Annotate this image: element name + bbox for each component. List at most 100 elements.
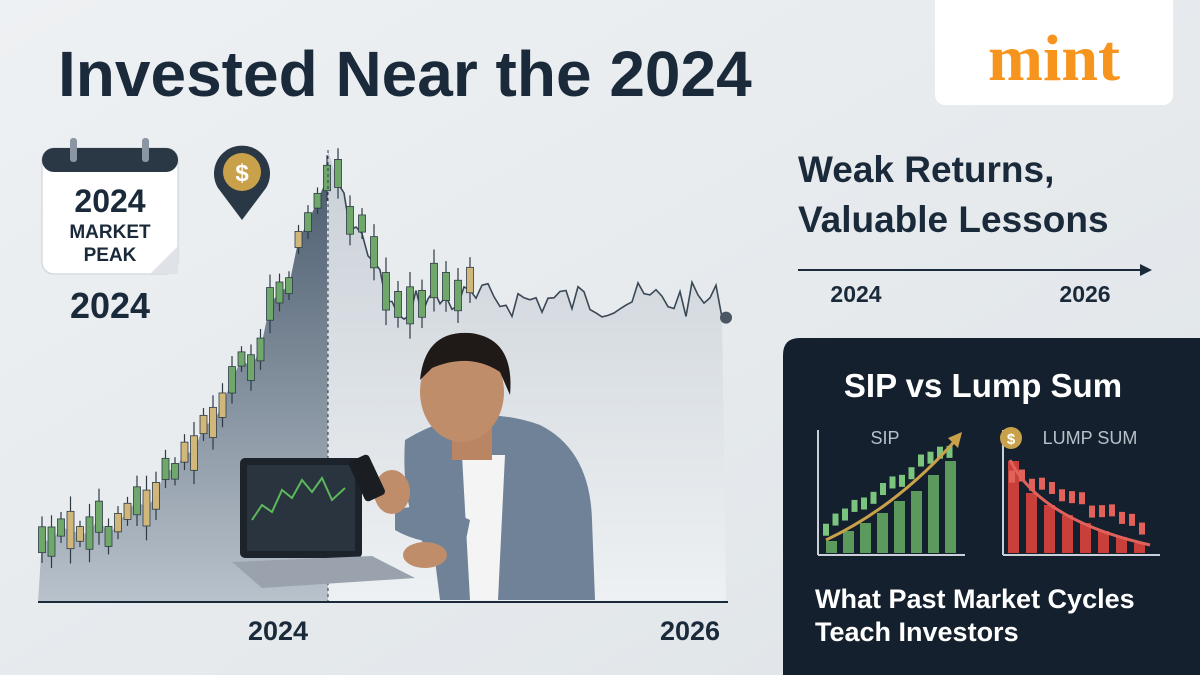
timeline-label: 2026 (1059, 281, 1110, 307)
lump-candle (1119, 511, 1125, 524)
sip-candle (823, 523, 829, 536)
candle (370, 236, 378, 269)
candle (294, 230, 303, 248)
candle (218, 392, 227, 418)
candle (466, 266, 474, 294)
logo: mint (988, 22, 1120, 95)
subhead: Valuable Lessons (798, 199, 1109, 240)
candle (304, 212, 312, 232)
candle (133, 486, 141, 516)
mini-label: SIP (870, 428, 899, 448)
candle (228, 366, 236, 394)
panel (783, 338, 1200, 675)
end-dot (720, 311, 732, 324)
candle (199, 414, 208, 435)
sip-candle (861, 497, 867, 510)
calendar-text: PEAK (84, 245, 137, 266)
lump-candle (1029, 478, 1035, 491)
candle (418, 289, 426, 318)
coin (1000, 427, 1022, 449)
sip-candle (851, 499, 858, 512)
candle (180, 441, 189, 463)
candle (247, 354, 255, 381)
candle (237, 351, 246, 367)
panel-title: SIP vs Lump Sum (844, 367, 1122, 404)
coin-symbol: $ (235, 160, 249, 187)
sip-arrowhead (948, 432, 962, 448)
lump-bar (1134, 543, 1145, 553)
lump-candle (1009, 470, 1015, 483)
candle (66, 510, 75, 550)
timeline-label: 2024 (830, 281, 881, 307)
sip-candle (927, 451, 934, 464)
candle (95, 500, 103, 533)
lump-candle (1039, 477, 1045, 490)
sip-candle (889, 476, 896, 489)
lump-bar (1062, 515, 1073, 553)
candle (190, 435, 198, 471)
candle (47, 526, 56, 557)
lump-candle (1129, 513, 1135, 526)
candle (334, 159, 342, 188)
laptop (232, 458, 415, 588)
sip-bar (826, 541, 837, 553)
candle (382, 272, 390, 311)
calendar (41, 138, 179, 275)
candle (256, 337, 265, 362)
panel-footer: What Past Market Cycles (815, 584, 1135, 614)
sip-candle (908, 467, 915, 480)
person (349, 332, 595, 600)
mini-charts (817, 430, 1160, 556)
sip-bar (860, 523, 871, 553)
price-line (337, 182, 723, 321)
candle (313, 192, 322, 209)
lump-candle (1059, 489, 1065, 502)
lump-bar (1044, 505, 1055, 553)
sip-bar (928, 475, 939, 553)
lump-candle (1099, 505, 1105, 518)
lump-candle (1109, 504, 1115, 517)
candle (76, 526, 84, 542)
axis-label: 2026 (660, 616, 720, 646)
lump-candle (1089, 505, 1095, 518)
logo-box (935, 0, 1173, 105)
calendar-text: MARKET (69, 222, 151, 243)
panel-footer: Teach Investors (815, 617, 1019, 647)
sip-candle (899, 474, 905, 487)
sip-candle (842, 508, 848, 521)
lump-bar (1116, 537, 1127, 553)
sip-candle (937, 446, 943, 459)
lump-candle (1139, 522, 1145, 535)
calendar-caption: 2024 (70, 285, 150, 326)
axis-label: 2024 (248, 616, 308, 646)
candle (161, 457, 170, 481)
candle (266, 287, 274, 321)
candle (346, 206, 354, 235)
sip-candle (918, 454, 924, 467)
candle (430, 262, 438, 299)
timeline-arrow (1140, 264, 1152, 276)
candle (442, 271, 450, 301)
lump-candle (1079, 492, 1085, 505)
candle (275, 281, 284, 304)
headline: Invested Near the 2024 (58, 38, 752, 110)
mini-label: LUMP SUM (1043, 428, 1138, 448)
sip-candle (880, 483, 886, 496)
candle (171, 463, 179, 480)
candle (104, 526, 113, 547)
candle (394, 291, 402, 318)
lump-arrow (1008, 459, 1151, 547)
candle (209, 406, 217, 438)
lump-candle (1069, 491, 1075, 504)
sip-candle (946, 445, 953, 458)
coin-symbol: $ (1007, 431, 1016, 448)
candle (358, 214, 366, 233)
sip-bar (877, 513, 888, 553)
candle (406, 286, 414, 325)
lump-bar (1080, 523, 1091, 553)
candle (57, 518, 65, 537)
candle (85, 516, 94, 550)
candle (323, 164, 331, 192)
